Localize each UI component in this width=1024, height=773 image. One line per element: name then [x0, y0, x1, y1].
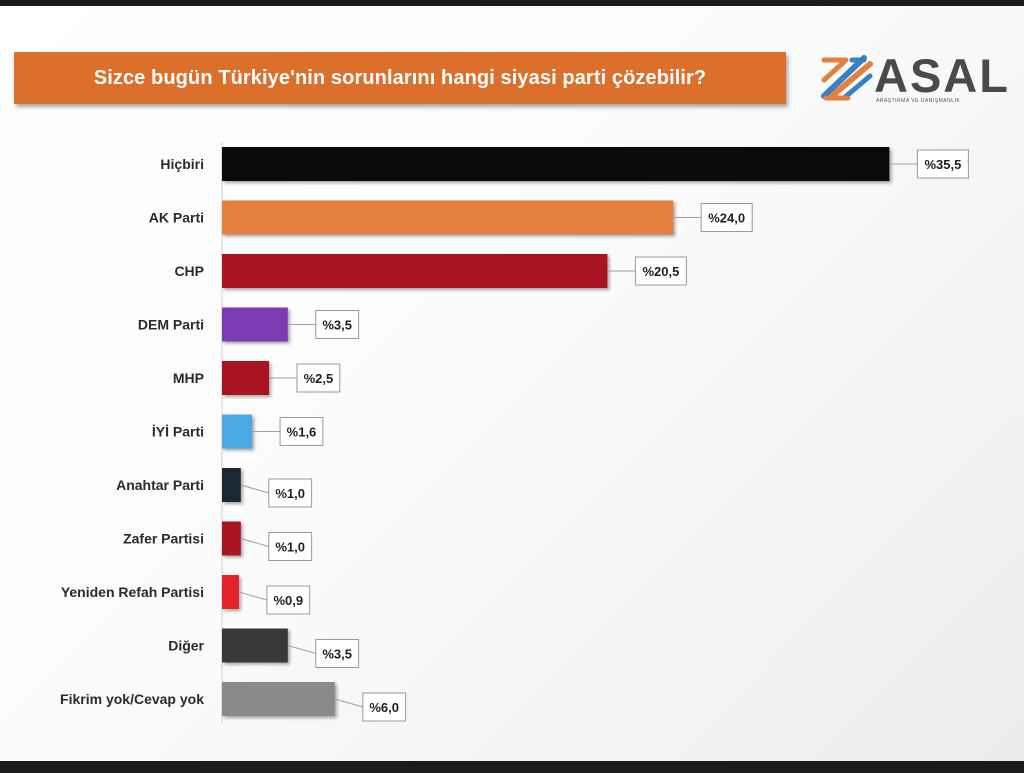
value-label: %2,5 — [304, 371, 334, 386]
value-label: %3,5 — [322, 647, 352, 662]
value-label-box — [634, 256, 687, 286]
value-label: %0,9 — [273, 593, 303, 608]
value-label: %6,0 — [369, 700, 399, 715]
value-label-box — [296, 363, 341, 393]
slide-background: Sizce bugün Türkiye'nin sorunlarını hang… — [0, 6, 1024, 761]
category-label: Yeniden Refah Partisi — [61, 584, 204, 600]
bar — [222, 200, 674, 235]
asal-logo: ASAL ARAŞTIRMA VE DANIŞMANLIK — [818, 50, 1013, 108]
bar — [222, 521, 241, 556]
value-label-box — [268, 478, 313, 508]
bar — [222, 468, 241, 502]
bar-chart: Hiçbiri %35,5 AK Parti %24,0 CHP %20,5 DEM Par… — [60, 142, 969, 723]
value-leader-line — [287, 645, 316, 654]
category-label: Zafer Partisi — [123, 531, 204, 547]
bar — [222, 307, 288, 342]
bar — [222, 147, 890, 181]
bar — [222, 414, 253, 449]
logo-wordmark: ASAL — [874, 49, 1010, 102]
category-label: Diğer — [168, 638, 204, 654]
value-label: %1,6 — [287, 425, 317, 440]
value-label: %1,0 — [275, 540, 305, 555]
value-label: %20,5 — [642, 264, 679, 279]
category-label: CHP — [174, 263, 204, 279]
value-label-box — [362, 692, 407, 722]
bar — [222, 575, 239, 609]
value-label-box — [700, 203, 753, 232]
value-label: %35,5 — [924, 157, 961, 172]
category-label: DEM Parti — [138, 317, 204, 333]
value-leader-line — [240, 484, 269, 494]
value-label-box — [916, 149, 969, 179]
category-label: Fikrim yok/Cevap yok — [60, 691, 204, 707]
category-label: Hiçbiri — [160, 156, 204, 172]
category-label: AK Parti — [149, 210, 204, 226]
value-label: %3,5 — [322, 318, 352, 333]
chart-title: Sizce bugün Türkiye'nin sorunlarını hang… — [93, 66, 707, 89]
bar — [222, 254, 608, 288]
asal-logo-icon — [821, 55, 873, 101]
value-leader-line — [240, 538, 269, 547]
title-banner: Sizce bugün Türkiye'nin sorunlarını hang… — [14, 52, 786, 104]
value-label-box — [315, 310, 360, 339]
bar — [222, 361, 269, 395]
category-label: MHP — [173, 370, 204, 386]
bar — [222, 682, 335, 716]
value-label-box — [279, 417, 324, 446]
value-label: %1,0 — [275, 486, 305, 501]
value-label-box — [268, 532, 313, 561]
category-label: Anahtar Parti — [116, 477, 204, 493]
value-label: %24,0 — [708, 211, 745, 226]
category-label: İYİ Parti — [152, 424, 204, 440]
bar — [222, 628, 288, 663]
value-label-box — [266, 585, 311, 615]
value-leader-line — [238, 591, 268, 601]
value-leader-line — [334, 698, 363, 708]
value-label-box — [315, 639, 360, 668]
logo-subtitle: ARAŞTIRMA VE DANIŞMANLIK — [876, 98, 961, 104]
